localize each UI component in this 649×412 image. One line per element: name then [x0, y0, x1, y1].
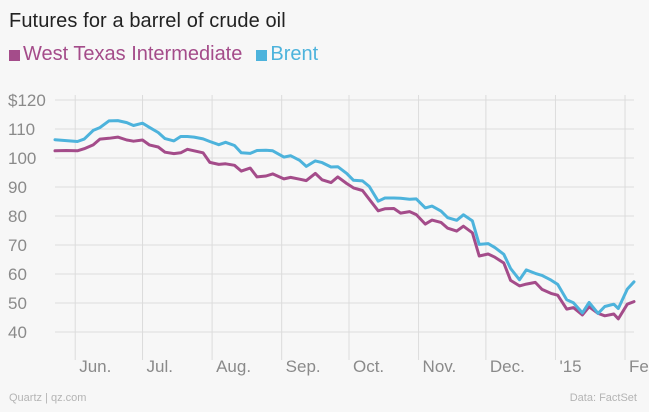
legend: West Texas Intermediate Brent [9, 43, 332, 66]
x-tick-label: Sep. [286, 357, 321, 376]
y-tick-label: 90 [8, 178, 27, 197]
series-line-brent [53, 119, 636, 315]
x-tick-label: Oct. [353, 357, 384, 376]
y-tick-label: 50 [8, 294, 27, 313]
x-tick-label: '15 [559, 357, 581, 376]
y-tick-label: 80 [8, 207, 27, 226]
x-tick-label: Feb. [629, 357, 649, 376]
legend-label-brent: Brent [270, 43, 319, 65]
x-tick-label: Nov. [423, 357, 457, 376]
y-tick-label: 60 [8, 265, 27, 284]
series-line-wti [53, 135, 636, 321]
y-axis-ticks: $120 110 100 90 80 70 60 50 40 [8, 91, 46, 342]
x-tick-label: Jun. [79, 357, 111, 376]
series-lines [53, 119, 636, 321]
x-tick-label: Jul. [147, 357, 173, 376]
y-tick-label: 70 [8, 236, 27, 255]
footer-data-credit: Data: FactSet [569, 392, 637, 404]
y-tick-label: 110 [8, 120, 35, 139]
x-tick-label: Dec. [490, 357, 525, 376]
chart-title: Futures for a barrel of crude oil [9, 10, 286, 32]
gridlines [55, 95, 634, 360]
legend-swatch-wti [9, 50, 20, 61]
y-tick-label: 40 [8, 323, 27, 342]
legend-item-wti: West Texas Intermediate [9, 43, 242, 66]
legend-label-wti: West Texas Intermediate [23, 43, 243, 65]
y-tick-label: $120 [8, 91, 46, 110]
x-axis-ticks: Jun. Jul. Aug. Sep. Oct. Nov. Dec. '15 Feb. [79, 357, 649, 376]
legend-item-brent: Brent [256, 43, 318, 66]
x-tick-label: Aug. [216, 357, 251, 376]
legend-swatch-brent [256, 50, 268, 61]
y-tick-label: 100 [8, 149, 36, 168]
footer-source: Quartz | qz.com [9, 392, 87, 404]
